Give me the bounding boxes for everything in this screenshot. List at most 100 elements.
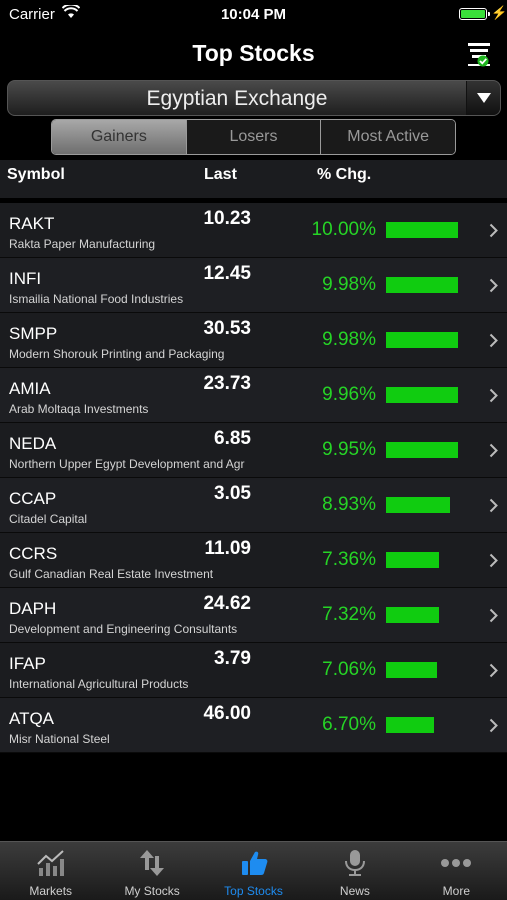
markets-chart-icon [36,850,64,876]
dropdown-arrow-button[interactable] [466,81,500,115]
row-last-price: 46.00 [203,703,251,724]
filter-icon[interactable] [465,40,493,68]
row-symbol: CCAP [9,489,57,508]
tab-top-stocks[interactable]: Top Stocks [203,842,304,900]
table-row[interactable]: AMIA Arab Moltaqa Investments 23.73 9.96… [0,368,507,423]
change-bar [386,387,458,403]
row-last-price: 12.45 [203,263,251,284]
page-title: Top Stocks [192,40,315,66]
table-row[interactable]: CCRS Gulf Canadian Real Estate Investmen… [0,533,507,588]
carrier-label: Carrier [9,6,55,23]
change-bar [386,332,458,348]
status-bar: Carrier 10:04 PM ⚡ [0,0,507,28]
charging-bolt-icon: ⚡ [491,5,507,20]
table-row[interactable]: NEDA Northern Upper Egypt Development an… [0,423,507,478]
tab-my-stocks[interactable]: My Stocks [101,842,202,900]
row-percent-change: 7.06% [322,659,376,680]
chevron-right-icon [489,278,498,293]
battery-icon [459,8,490,20]
change-bar [386,442,458,458]
row-symbol: NEDA [9,434,57,453]
chevron-right-icon [489,388,498,403]
table-row[interactable]: INFI Ismailia National Food Industries 1… [0,258,507,313]
change-bar [386,552,439,568]
row-symbol: INFI [9,269,42,288]
row-last-price: 3.05 [214,483,251,504]
thumbs-up-icon [241,851,267,875]
row-last-price: 11.09 [204,538,252,559]
row-percent-change: 6.70% [322,714,376,735]
row-percent-change: 10.00% [311,219,376,240]
change-bar [386,717,434,733]
chevron-right-icon [489,608,498,623]
row-symbol: IFAP [9,654,46,673]
change-bar [386,662,437,678]
row-percent-change: 9.95% [322,439,376,460]
exchange-selected-value: Egyptian Exchange [146,87,328,110]
table-row[interactable]: RAKT Rakta Paper Manufacturing 10.23 10.… [0,203,507,258]
row-percent-change: 8.93% [322,494,376,515]
microphone-icon [344,850,365,876]
change-bar [386,277,458,293]
wifi-icon [62,5,80,18]
row-last-price: 24.62 [203,593,251,614]
tab-label: Markets [29,884,73,898]
tab-news[interactable]: News [304,842,405,900]
table-row[interactable]: DAPH Development and Engineering Consult… [0,588,507,643]
row-symbol: AMIA [9,379,51,398]
row-percent-change: 9.98% [322,274,376,295]
table-row[interactable]: ATQA Misr National Steel 46.00 6.70% [0,698,507,753]
row-percent-change: 9.96% [322,384,376,405]
table-row[interactable]: IFAP International Agricultural Products… [0,643,507,698]
chevron-down-icon [477,93,491,103]
row-company-name: Ismailia National Food Industries [9,292,184,306]
row-company-name: Citadel Capital [9,512,88,526]
row-company-name: International Agricultural Products [9,677,189,691]
row-company-name: Development and Engineering Consultants [9,622,238,636]
row-company-name: Northern Upper Egypt Development and Agr [9,457,245,471]
row-company-name: Misr National Steel [9,732,110,746]
chevron-right-icon [489,498,498,513]
segment-losers[interactable]: Losers [185,120,321,154]
chevron-right-icon [489,443,498,458]
chevron-right-icon [489,663,498,678]
row-percent-change: 9.98% [322,329,376,350]
up-down-arrows-icon [140,850,165,876]
table-row[interactable]: SMPP Modern Shorouk Printing and Packagi… [0,313,507,368]
row-last-price: 23.73 [203,373,251,394]
tab-label: More [442,884,470,898]
row-symbol: CCRS [9,544,58,563]
chevron-right-icon [489,553,498,568]
segment-gainers[interactable]: Gainers [52,120,186,154]
change-bar [386,222,458,238]
status-time: 10:04 PM [220,6,287,23]
row-symbol: DAPH [9,599,57,618]
row-company-name: Modern Shorouk Printing and Packaging [9,347,225,361]
change-bar [386,607,439,623]
segment-most-active[interactable]: Most Active [320,120,455,154]
nav-bar: Top Stocks [0,28,507,78]
column-header-symbol: Symbol [7,166,65,183]
column-header-change: % Chg. [317,166,372,183]
row-company-name: Rakta Paper Manufacturing [9,237,156,251]
exchange-dropdown[interactable]: Egyptian Exchange [7,80,501,116]
row-symbol: SMPP [9,324,58,343]
table-row[interactable]: CCAP Citadel Capital 3.05 8.93% [0,478,507,533]
tab-markets[interactable]: Markets [0,842,101,900]
table-header: Symbol Last % Chg. [0,160,507,198]
row-symbol: ATQA [9,709,55,728]
row-percent-change: 7.32% [322,604,376,625]
chevron-right-icon [489,223,498,238]
change-bar [386,497,450,513]
tab-label: News [339,884,370,898]
tab-bar: Markets My Stocks Top Stocks News More [0,841,507,900]
row-percent-change: 7.36% [322,549,376,570]
stocks-list: RAKT Rakta Paper Manufacturing 10.23 10.… [0,203,507,753]
tab-more[interactable]: More [406,842,507,900]
chevron-right-icon [489,718,498,733]
chevron-right-icon [489,333,498,348]
tab-label: My Stocks [124,884,180,898]
row-last-price: 30.53 [203,318,251,339]
more-dots-icon [441,859,472,867]
row-company-name: Arab Moltaqa Investments [9,402,149,416]
